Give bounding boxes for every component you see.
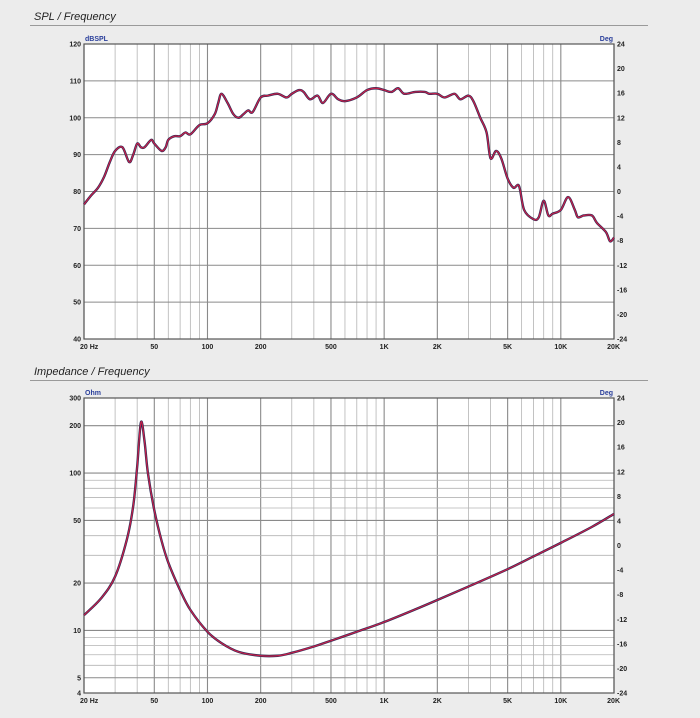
right-unit-label: Deg bbox=[600, 390, 613, 397]
x-tick-label: 20K bbox=[607, 344, 620, 351]
y2-tick-label: -16 bbox=[617, 641, 627, 648]
series-line bbox=[83, 87, 615, 242]
y2-tick-label: -12 bbox=[617, 263, 627, 270]
y2-tick-label: -4 bbox=[617, 568, 623, 575]
plot-frame bbox=[83, 43, 615, 340]
y2-tick-label: 8 bbox=[617, 140, 621, 147]
y2-tick-label: 4 bbox=[617, 164, 621, 171]
y-tick-label: 100 bbox=[69, 115, 81, 122]
y2-tick-label: 16 bbox=[617, 445, 625, 452]
y2-tick-label: 8 bbox=[617, 494, 621, 501]
y-tick-label: 60 bbox=[73, 263, 81, 270]
y-tick-label: 5 bbox=[77, 675, 81, 682]
y2-tick-label: 20 bbox=[617, 420, 625, 427]
x-tick-label: 50 bbox=[150, 698, 158, 705]
y2-tick-label: 20 bbox=[617, 66, 625, 73]
y2-tick-label: 12 bbox=[617, 469, 625, 476]
spl-section-rule bbox=[30, 25, 648, 26]
series-line bbox=[83, 420, 615, 657]
x-tick-label: 100 bbox=[202, 344, 214, 351]
left-unit-label: Ohm bbox=[85, 390, 101, 397]
x-tick-label: 20K bbox=[607, 698, 620, 705]
x-tick-label: 2K bbox=[433, 698, 442, 705]
y2-tick-label: 4 bbox=[617, 518, 621, 525]
y2-tick-label: 12 bbox=[617, 115, 625, 122]
x-tick-label: 1K bbox=[380, 344, 389, 351]
x-tick-label: 500 bbox=[325, 698, 337, 705]
y2-tick-label: -8 bbox=[617, 238, 623, 245]
y2-tick-label: -24 bbox=[617, 337, 627, 344]
x-tick-label: 50 bbox=[150, 344, 158, 351]
x-tick-label: 1K bbox=[380, 698, 389, 705]
spl-frequency-chart: 40 50 60 70 80 90 100 110 120 -24 -20 -16 -12 -8 -4 0 4 8… bbox=[69, 36, 627, 351]
y2-tick-label: 0 bbox=[617, 189, 621, 196]
impedance-section-rule bbox=[30, 380, 648, 381]
y2-tick-label: -8 bbox=[617, 592, 623, 599]
x-tick-label: 20 Hz bbox=[80, 344, 99, 351]
impedance-section-title: Impedance / Frequency bbox=[34, 366, 150, 378]
left-unit-label: dBSPL bbox=[85, 36, 109, 43]
spl-section-title: SPL / Frequency bbox=[34, 11, 116, 23]
x-tick-label: 10K bbox=[554, 344, 567, 351]
x-tick-label: 500 bbox=[325, 344, 337, 351]
y2-tick-label: -20 bbox=[617, 666, 627, 673]
plot-background bbox=[84, 398, 614, 693]
y2-tick-label: 0 bbox=[617, 543, 621, 550]
plot-frame bbox=[83, 397, 615, 694]
y2-tick-label: -12 bbox=[617, 617, 627, 624]
x-tick-label: 10K bbox=[554, 698, 567, 705]
y2-tick-label: -16 bbox=[617, 287, 627, 294]
x-tick-label: 5K bbox=[503, 344, 512, 351]
x-tick-label: 20 Hz bbox=[80, 698, 99, 705]
x-tick-label: 2K bbox=[433, 344, 442, 351]
y2-tick-label: -4 bbox=[617, 214, 623, 221]
impedance-frequency-chart: 4 5 10 20 50 100 200 300 -24 -20 -16 -12 -8 -4 0 4 8 12 16… bbox=[69, 390, 627, 705]
y-tick-label: 300 bbox=[69, 396, 81, 403]
right-unit-label: Deg bbox=[600, 36, 613, 43]
x-tick-label: 200 bbox=[255, 344, 267, 351]
y-tick-label: 40 bbox=[73, 337, 81, 344]
y-tick-label: 50 bbox=[73, 300, 81, 307]
x-tick-label: 100 bbox=[202, 698, 214, 705]
x-tick-label: 5K bbox=[503, 698, 512, 705]
y-tick-label: 100 bbox=[69, 471, 81, 478]
x-tick-label: 200 bbox=[255, 698, 267, 705]
y-tick-label: 10 bbox=[73, 628, 81, 635]
y2-tick-label: -24 bbox=[617, 691, 627, 698]
y2-tick-label: 24 bbox=[617, 42, 625, 49]
y2-tick-label: -20 bbox=[617, 312, 627, 319]
y-tick-label: 4 bbox=[77, 691, 81, 698]
y-tick-label: 50 bbox=[73, 518, 81, 525]
y-tick-label: 20 bbox=[73, 581, 81, 588]
y2-tick-label: 16 bbox=[617, 91, 625, 98]
y-tick-label: 200 bbox=[69, 423, 81, 430]
y-tick-label: 110 bbox=[70, 78, 81, 85]
y2-tick-label: 24 bbox=[617, 396, 625, 403]
y-tick-label: 80 bbox=[73, 189, 81, 196]
y-tick-label: 90 bbox=[73, 152, 81, 159]
y-tick-label: 70 bbox=[73, 226, 81, 233]
y-tick-label: 120 bbox=[69, 42, 81, 49]
